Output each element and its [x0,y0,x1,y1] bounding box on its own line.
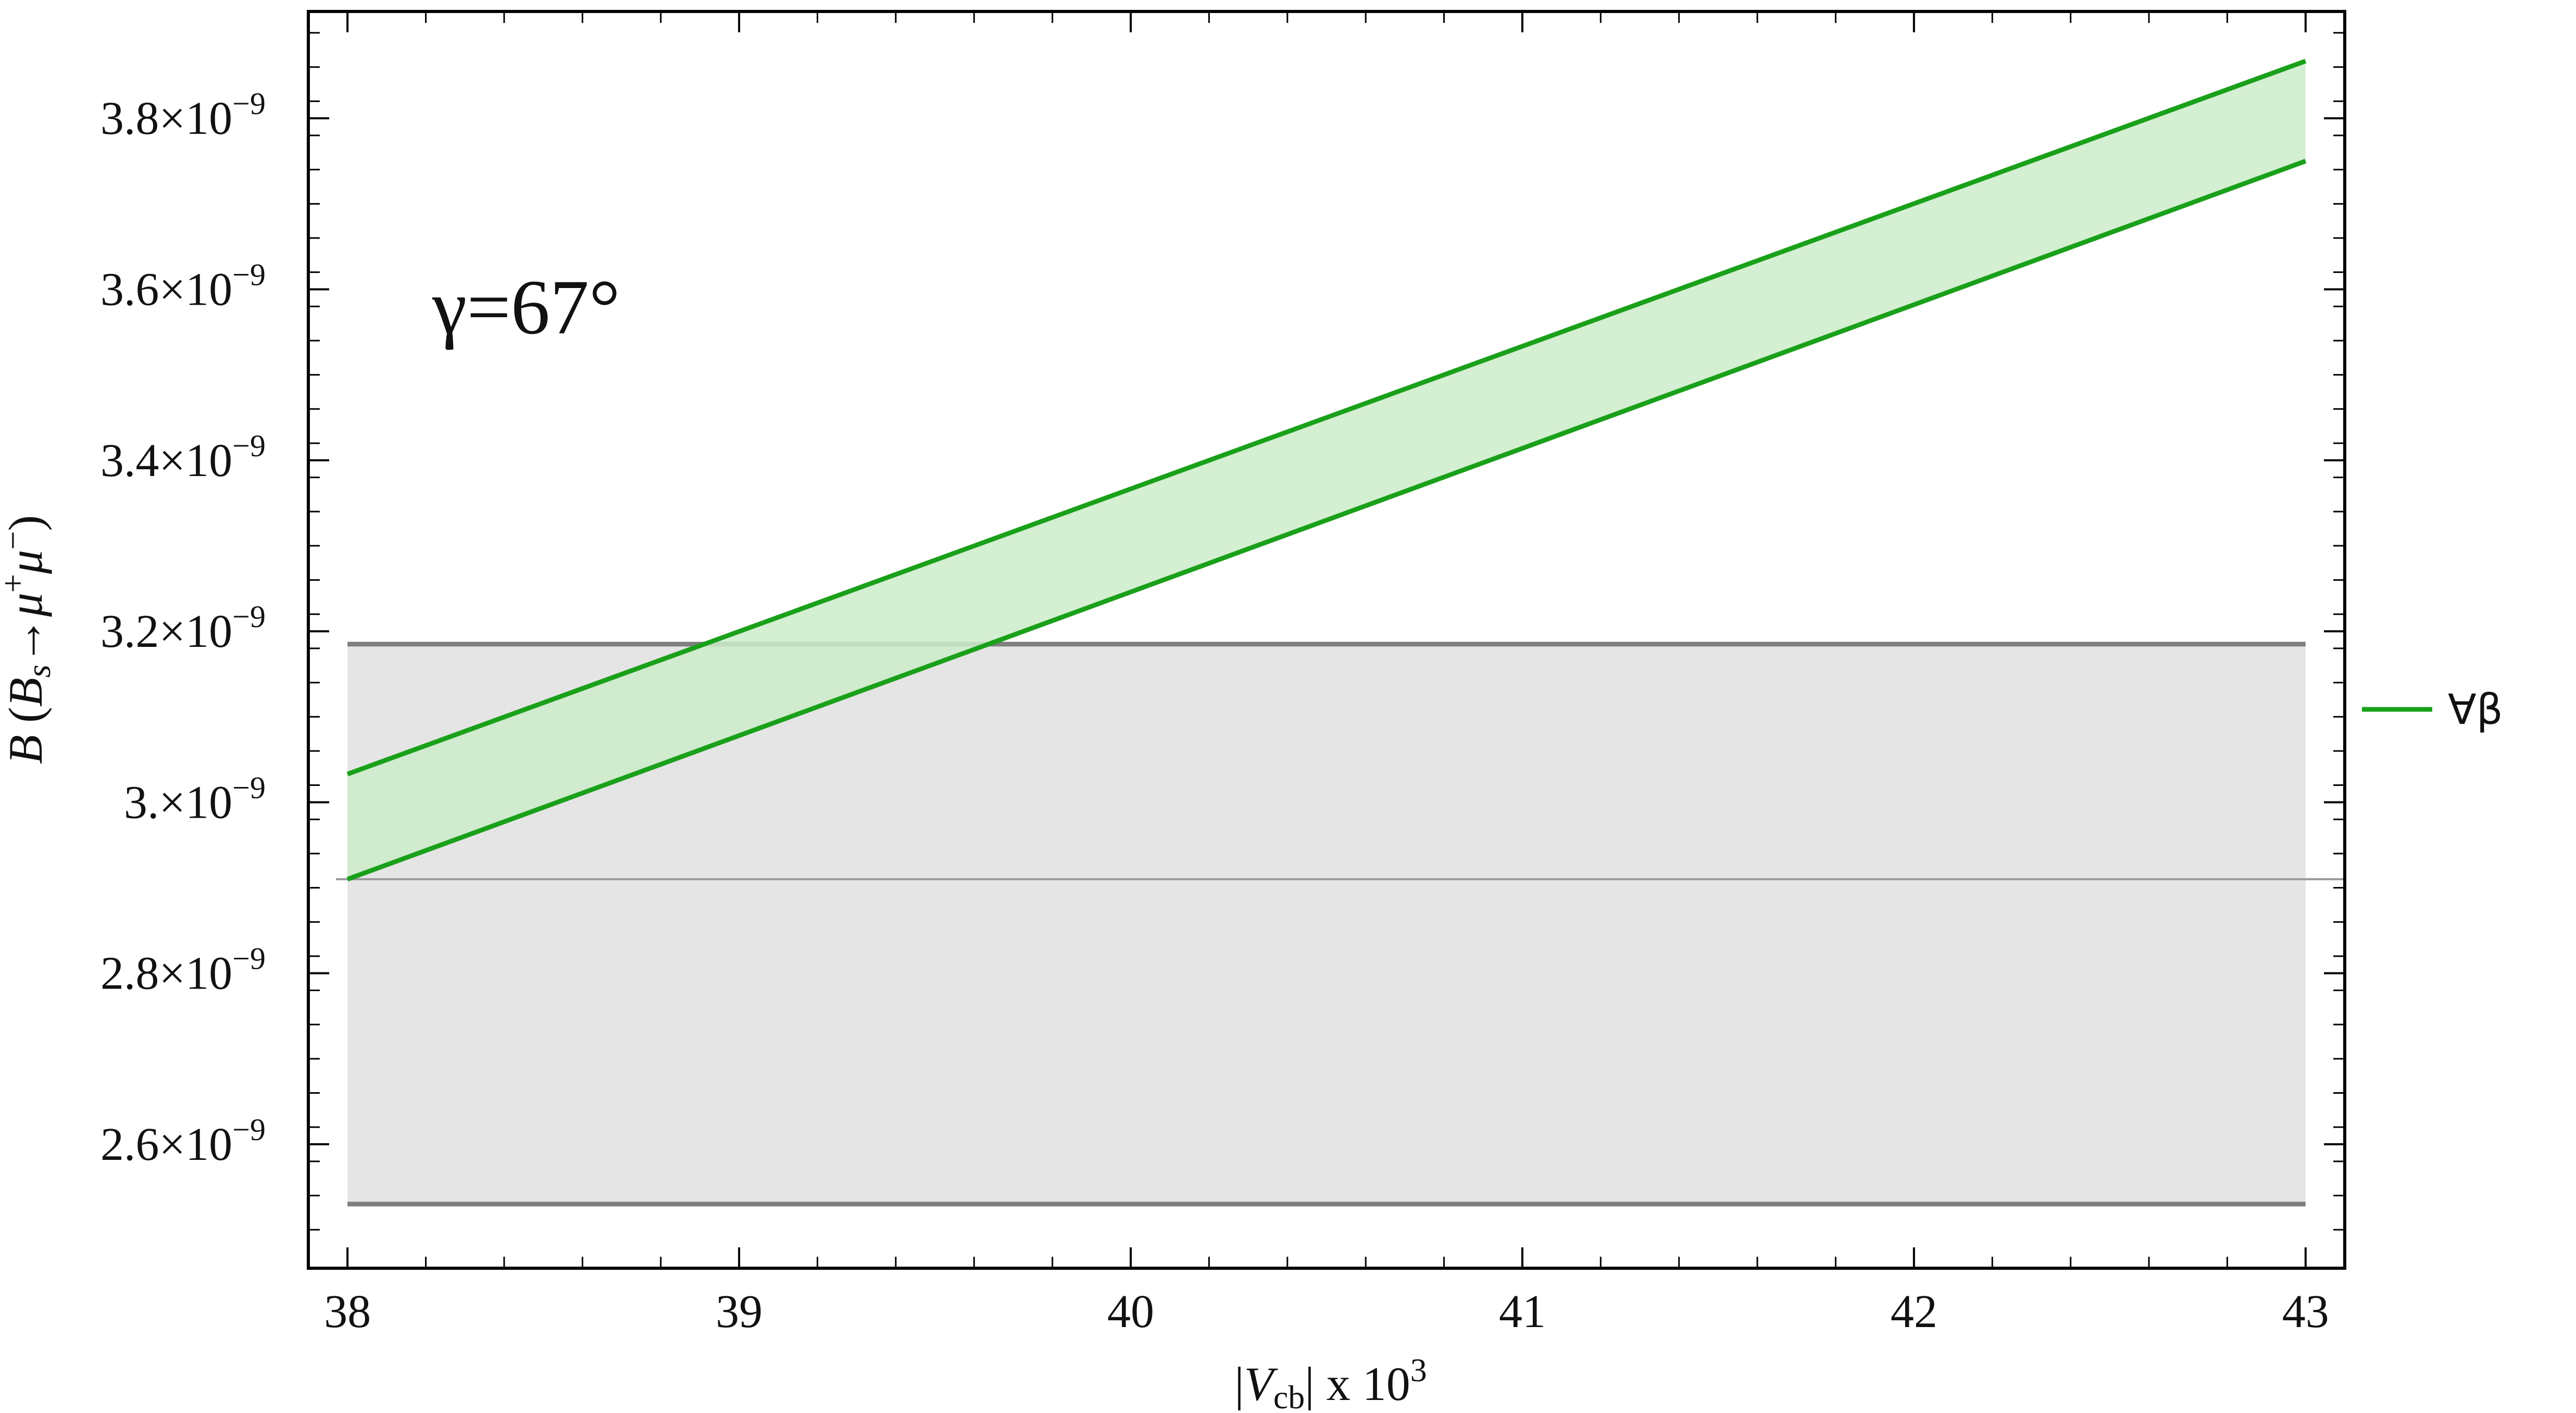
x-tick-label: 41 [1499,1286,1546,1337]
y-tick-label: 3.8×10−9 [101,86,266,144]
x-tick-label: 39 [716,1286,762,1337]
x-tick-label: 43 [2282,1286,2329,1337]
y-tick-label: 2.6×10−9 [101,1112,266,1170]
plot-frame [307,10,2346,1270]
x-tick-label: 40 [1107,1286,1154,1337]
y-tick-label: 3.4×10−9 [101,429,266,486]
gamma-annotation: γ=67° [432,264,620,351]
legend-label-forall-beta: ∀β [2448,685,2503,734]
series-layer [346,58,2307,882]
x-tick-label: 38 [324,1286,371,1337]
y-axis-title: B (Bs→μ+μ−) [0,515,57,764]
series-lower-line-0 [346,159,2307,882]
y-tick-label: 2.8×10−9 [101,942,266,999]
y-tick-label: 3.2×10−9 [101,599,266,657]
series-upper-line-0 [346,58,2307,777]
series-band-fill-0 [347,61,2306,880]
x-tick-label: 42 [1891,1286,1937,1337]
legend: ∀β [2362,685,2503,734]
tick-layer: 38 39 40 41 42 43 2.6×10−9 2.8×10−9 3.×10−9 3.2×1… [101,11,2345,1337]
x-axis-title: |Vcb| x 103 [1234,1352,1427,1413]
y-tick-label: 3.×10−9 [124,770,266,828]
y-tick-label: 3.6×10−9 [101,257,266,315]
